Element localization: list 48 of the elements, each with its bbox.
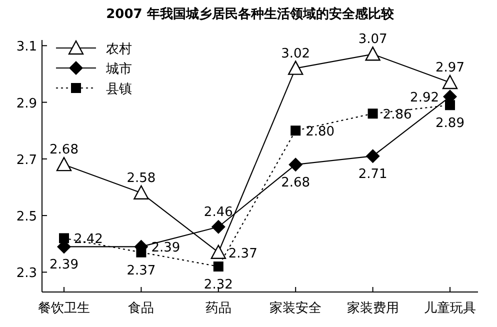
data-label: 3.07	[358, 32, 388, 48]
legend-label: 农村	[106, 42, 132, 57]
data-label: 2.37	[228, 246, 258, 262]
data-label: 2.46	[204, 204, 233, 220]
data-label: 2.89	[436, 116, 464, 132]
legend-label: 城市	[105, 62, 132, 77]
data-label: 2.80	[306, 124, 335, 140]
x-tick-label: 药品	[205, 301, 232, 316]
x-tick-label: 家装安全	[270, 300, 322, 316]
y-tick-label: 2.3	[16, 266, 37, 282]
legend-label: 县镇	[106, 82, 132, 97]
x-tick-label: 家装费用	[346, 300, 399, 316]
point	[59, 233, 69, 244]
chart-title: 2007 年我国城乡居民各种生活领域的安全感比较	[106, 6, 395, 22]
point	[365, 46, 380, 61]
point	[288, 158, 303, 172]
y-tick-label: 2.9	[16, 96, 37, 112]
point	[134, 185, 149, 200]
x-tick-label: 餐饮卫生	[38, 301, 90, 316]
data-label: 2.71	[358, 167, 388, 182]
point	[210, 244, 226, 259]
point	[56, 156, 72, 172]
y-tick-label: 3.1	[16, 40, 37, 55]
data-label: 2.68	[50, 142, 78, 158]
point	[136, 247, 146, 258]
point	[366, 149, 380, 164]
data-label: 3.02	[281, 46, 310, 62]
data-label: 2.68	[281, 176, 310, 191]
data-label: 2.92	[410, 90, 439, 106]
x-tick-label: 儿童玩具	[424, 300, 476, 316]
data-label: 2.39	[151, 240, 180, 256]
point	[213, 262, 224, 272]
y-tick-label: 2.5	[16, 210, 37, 225]
data-label: 2.42	[74, 232, 103, 248]
data-label: 2.32	[204, 278, 233, 293]
point	[442, 74, 458, 90]
point	[288, 60, 304, 75]
data-label: 2.86	[382, 108, 412, 123]
x-tick-label: 食品	[128, 301, 154, 316]
point	[211, 220, 226, 234]
data-label: 2.97	[436, 60, 464, 76]
point	[445, 100, 455, 110]
point	[290, 126, 301, 136]
data-label: 2.39	[50, 258, 78, 273]
point	[368, 108, 378, 119]
data-label: 2.58	[126, 170, 156, 186]
y-tick-label: 2.7	[16, 152, 37, 168]
data-label: 2.37	[126, 263, 156, 278]
